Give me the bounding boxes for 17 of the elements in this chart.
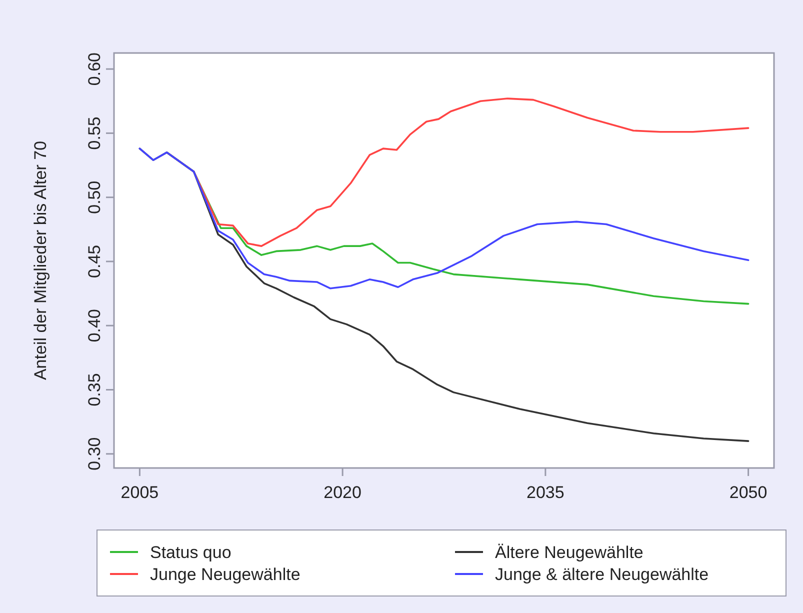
legend-label: Junge & ältere Neugewählte [495,565,709,584]
y-axis-title: Anteil der Mitglieder bis Alter 70 [31,140,50,380]
x-tick-label: 2050 [729,483,768,502]
legend-label: Status quo [150,543,232,562]
y-tick-label: 0.55 [85,116,104,150]
legend-label: Junge Neugewählte [150,565,300,584]
y-tick-label: 0.35 [85,373,104,406]
y-tick-label: 0.50 [85,180,104,214]
x-tick-label: 2035 [526,483,564,502]
legend-label: Ältere Neugewählte [495,543,644,562]
x-tick-label: 2020 [324,483,362,502]
line-series [138,148,750,290]
y-tick-label: 0.45 [85,244,104,278]
y-tick-label: 0.30 [85,437,104,470]
y-tick-label: 0.60 [85,52,104,86]
y-tick-label: 0.40 [85,309,104,342]
x-tick-label: 2005 [120,483,159,502]
